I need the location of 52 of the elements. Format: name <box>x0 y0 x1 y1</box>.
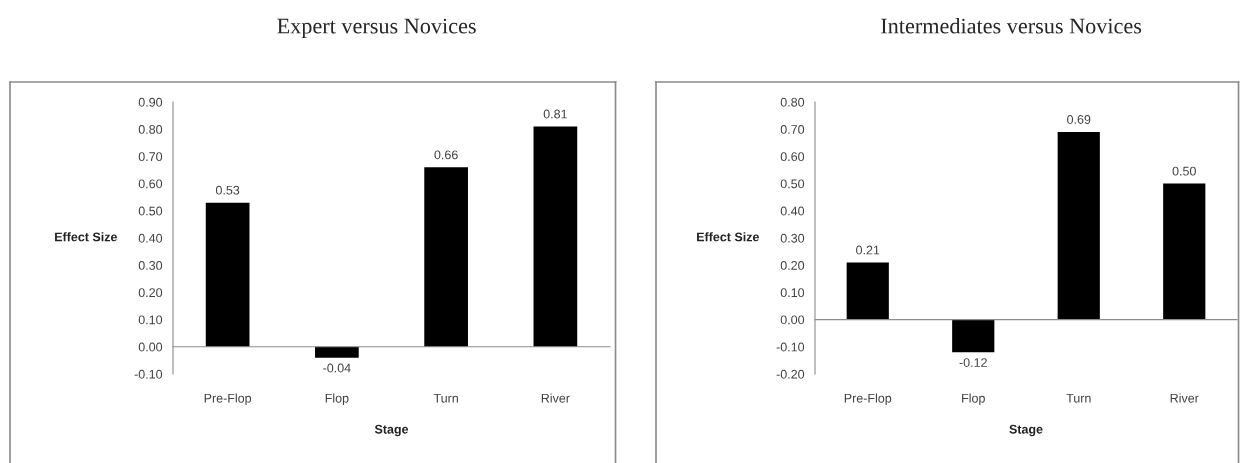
y-tick-label: 0.70 <box>780 125 805 134</box>
bar <box>315 346 359 358</box>
data-label: 0.21 <box>856 245 880 255</box>
x-axis-title: Stage <box>374 424 409 437</box>
y-tick-label: 0.80 <box>780 97 805 107</box>
y-tick-label: 0.50 <box>138 206 163 216</box>
bar <box>424 167 468 347</box>
y-tick-label: 0.20 <box>138 288 163 298</box>
y-tick-label: 0.70 <box>138 152 163 162</box>
bar <box>533 126 578 347</box>
x-tick-label: Flop <box>962 393 985 406</box>
y-tick-label: 0.80 <box>138 125 163 134</box>
bar <box>205 202 250 347</box>
y-tick-label: -0.10 <box>134 369 163 379</box>
x-tick-label: Pre-Flop <box>204 393 252 406</box>
x-tick-label: River <box>541 393 570 403</box>
y-tick-label: -0.10 <box>776 342 805 352</box>
y-tick-label: 0.40 <box>780 206 805 216</box>
y-tick-label: 0.20 <box>780 261 805 270</box>
data-label: 0.66 <box>434 150 458 160</box>
x-tick-label: Turn <box>1066 393 1091 403</box>
y-tick-label: 0.30 <box>780 233 805 243</box>
y-tick-label: 0.30 <box>138 261 163 270</box>
bar <box>952 319 995 353</box>
y-tick-label: 0.00 <box>138 342 163 352</box>
data-label: -0.12 <box>959 358 987 367</box>
y-tick-label: 0.90 <box>138 97 163 107</box>
bar <box>1057 131 1100 320</box>
bar <box>1163 183 1206 320</box>
x-tick-label: Pre-Flop <box>844 393 892 406</box>
data-label: 0.50 <box>1172 166 1196 176</box>
data-label: -0.04 <box>323 363 351 373</box>
bar <box>846 262 889 320</box>
y-tick-label: 0.60 <box>138 179 163 189</box>
data-label: 0.69 <box>1067 115 1091 124</box>
y-axis-title: Effect Size <box>55 232 118 242</box>
y-tick-label: 0.10 <box>138 315 163 325</box>
y-tick-label: 0.60 <box>780 152 805 162</box>
chart-title: Intermediates versus Novices <box>881 17 1142 34</box>
y-tick-label: 0.40 <box>138 233 163 243</box>
data-label: 0.81 <box>543 109 567 119</box>
y-tick-label: 0.10 <box>780 288 805 298</box>
x-tick-label: Flop <box>325 393 349 406</box>
x-tick-label: Turn <box>433 393 458 403</box>
x-axis-title: Stage <box>1009 424 1043 437</box>
y-tick-label: -0.20 <box>776 369 805 379</box>
x-tick-label: River <box>1170 393 1199 403</box>
y-tick-label: 0.50 <box>780 179 805 189</box>
data-label: 0.53 <box>215 185 240 195</box>
chart-title: Expert versus Novices <box>277 18 476 39</box>
y-tick-label: 0.00 <box>780 315 805 325</box>
y-axis-title: Effect Size <box>697 232 760 242</box>
